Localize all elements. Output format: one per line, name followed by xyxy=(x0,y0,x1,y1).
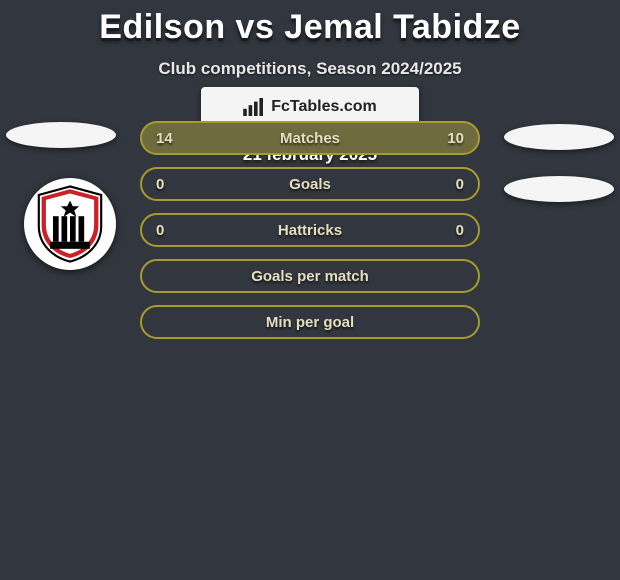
stat-label: Goals per match xyxy=(142,268,478,285)
stat-row: 14Matches10 xyxy=(140,121,480,155)
side-pill xyxy=(504,124,614,150)
stat-label: Hattricks xyxy=(142,222,478,239)
stat-row: 0Hattricks0 xyxy=(140,213,480,247)
stat-label: Matches xyxy=(142,130,478,147)
bars-icon xyxy=(243,98,265,116)
shield-icon xyxy=(34,185,106,263)
page-title: Edilson vs Jemal Tabidze xyxy=(0,0,620,47)
brand-text: FcTables.com xyxy=(271,98,377,116)
side-pill xyxy=(504,176,614,202)
stat-label: Goals xyxy=(142,176,478,193)
stat-row: Min per goal xyxy=(140,305,480,339)
subtitle: Club competitions, Season 2024/2025 xyxy=(0,59,620,79)
team-badge-left xyxy=(24,178,116,270)
side-pill xyxy=(6,122,116,148)
stat-label: Min per goal xyxy=(142,314,478,331)
stat-row: Goals per match xyxy=(140,259,480,293)
stats-rows: 14Matches10 0Goals0 0Hattricks0 Goals per m… xyxy=(140,121,480,351)
stat-row: 0Goals0 xyxy=(140,167,480,201)
